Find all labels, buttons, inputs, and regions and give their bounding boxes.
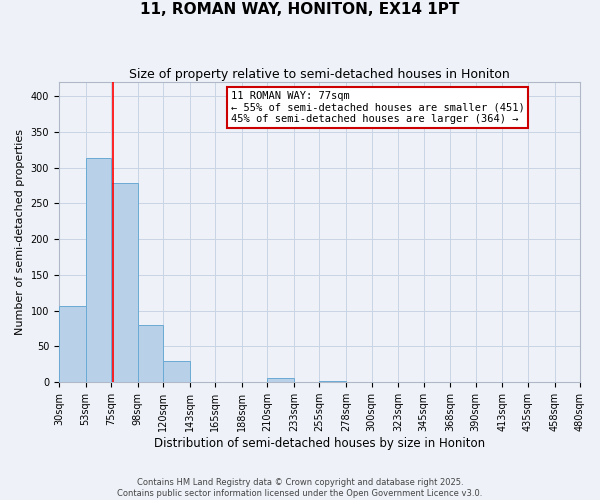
- Bar: [268, 378, 294, 382]
- Bar: [111, 184, 137, 382]
- Bar: [137, 325, 163, 382]
- Title: Size of property relative to semi-detached houses in Honiton: Size of property relative to semi-detach…: [129, 68, 510, 80]
- Bar: [163, 362, 190, 382]
- Bar: [319, 381, 346, 382]
- X-axis label: Distribution of semi-detached houses by size in Honiton: Distribution of semi-detached houses by …: [154, 437, 485, 450]
- Bar: [59, 306, 86, 382]
- Text: 11 ROMAN WAY: 77sqm
← 55% of semi-detached houses are smaller (451)
45% of semi-: 11 ROMAN WAY: 77sqm ← 55% of semi-detach…: [231, 90, 524, 124]
- Text: Contains HM Land Registry data © Crown copyright and database right 2025.
Contai: Contains HM Land Registry data © Crown c…: [118, 478, 482, 498]
- Y-axis label: Number of semi-detached properties: Number of semi-detached properties: [15, 129, 25, 335]
- Text: 11, ROMAN WAY, HONITON, EX14 1PT: 11, ROMAN WAY, HONITON, EX14 1PT: [140, 2, 460, 18]
- Bar: [86, 158, 111, 382]
